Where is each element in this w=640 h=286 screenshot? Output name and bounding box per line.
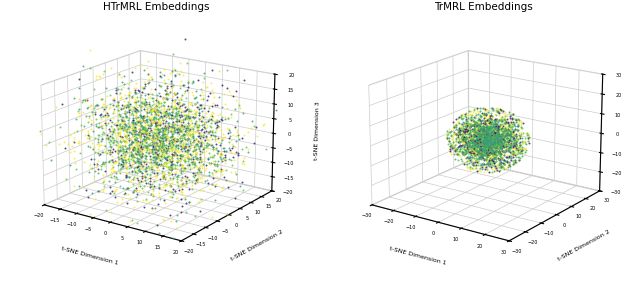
- Y-axis label: t-SNE Dimension 2: t-SNE Dimension 2: [230, 229, 284, 261]
- Title: HTrMRL Embeddings: HTrMRL Embeddings: [103, 2, 209, 12]
- Y-axis label: t-SNE Dimension 2: t-SNE Dimension 2: [557, 229, 611, 261]
- Title: TrMRL Embeddings: TrMRL Embeddings: [435, 2, 533, 12]
- X-axis label: t-SNE Dimension 1: t-SNE Dimension 1: [389, 247, 447, 266]
- X-axis label: t-SNE Dimension 1: t-SNE Dimension 1: [61, 247, 119, 266]
